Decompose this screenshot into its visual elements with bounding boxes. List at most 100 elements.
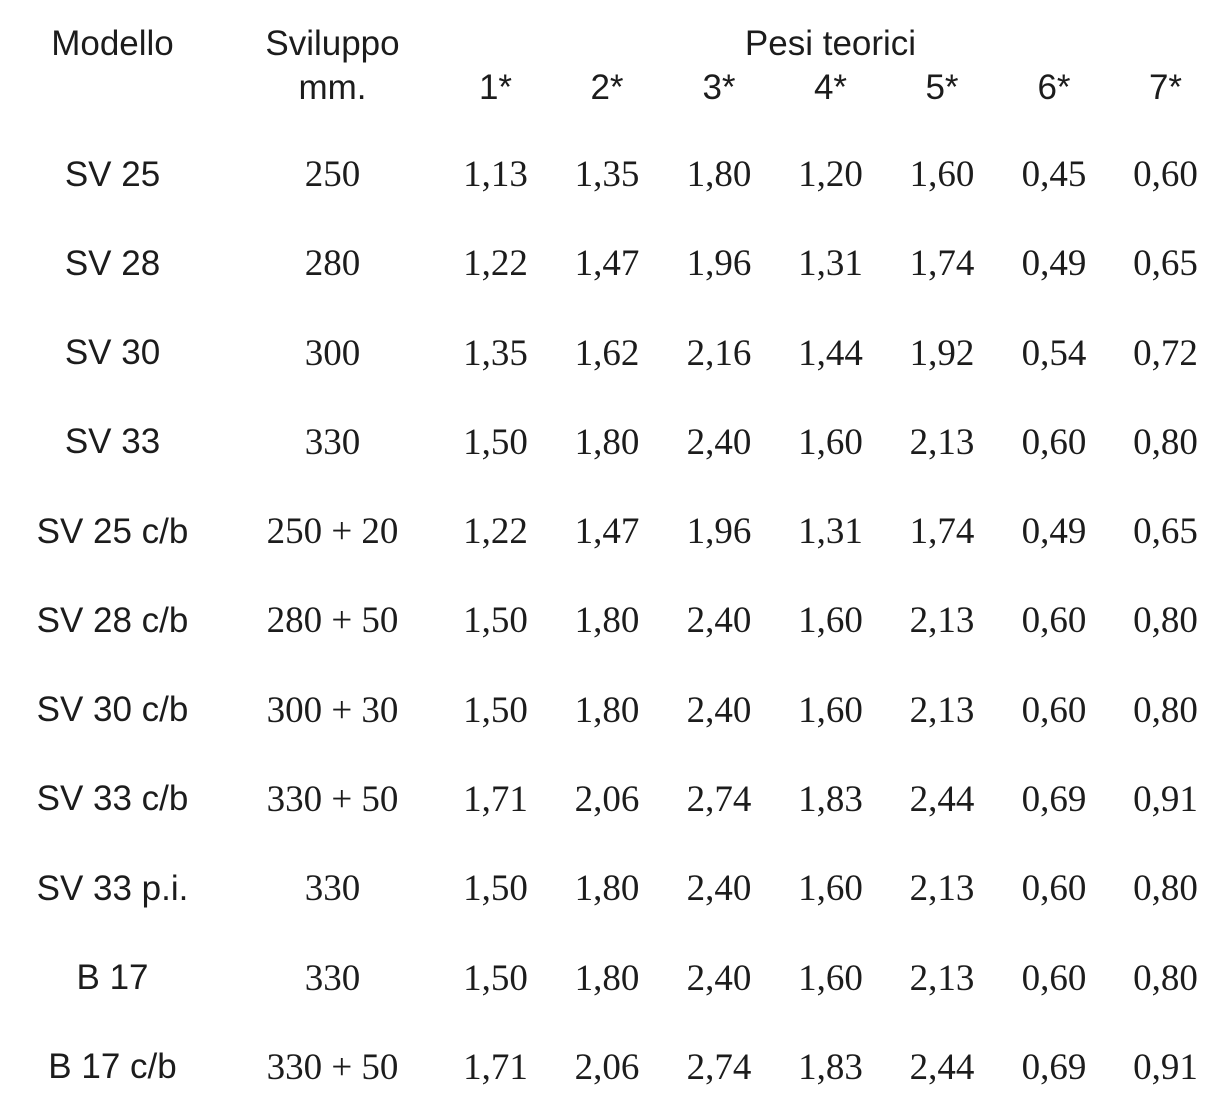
table-row: SV 33 p.i. 330 1,50 1,80 2,40 1,60 2,13 0,60 0,8… (0, 844, 1221, 933)
weight-cell: 0,69 (1021, 1046, 1087, 1088)
weight-cell: 0,80 (1133, 689, 1198, 731)
weight-cell: 0,49 (1021, 511, 1087, 553)
model-cell: SV 33 p.i. (36, 868, 189, 908)
weight-cell: 1,60 (798, 957, 863, 999)
weight-cell: 2,40 (686, 868, 752, 910)
weight-cell: 2,13 (909, 421, 975, 463)
weight-cell: 2,13 (909, 957, 975, 999)
weight-cell: 1,80 (574, 421, 640, 463)
table-row: SV 25 250 1,13 1,35 1,80 1,20 1,60 0,45 0,60 (0, 130, 1221, 219)
header-row-1: Modello Sviluppo Pesi teorici (0, 0, 1221, 64)
weight-cell: 0,49 (1021, 243, 1087, 285)
sviluppo-cell: 330 (304, 868, 361, 910)
weight-cell: 2,13 (909, 600, 975, 642)
weight-cell: 0,45 (1021, 154, 1087, 196)
model-cell: SV 25 c/b (36, 511, 189, 551)
weight-cell: 1,50 (463, 868, 528, 910)
col-header-modello: Modello (51, 24, 174, 63)
col-header-3: 3* (702, 68, 736, 107)
weight-cell: 0,80 (1133, 868, 1198, 910)
weight-cell: 2,40 (686, 421, 752, 463)
weight-cell: 0,60 (1133, 154, 1198, 196)
weight-cell: 2,74 (686, 1046, 752, 1088)
weight-cell: 0,54 (1021, 332, 1087, 374)
table-row: SV 30 300 1,35 1,62 2,16 1,44 1,92 0,54 0,72 (0, 309, 1221, 398)
model-cell: B 17 (76, 958, 149, 998)
sviluppo-cell: 300 + 30 (266, 689, 399, 731)
weight-cell: 1,71 (463, 778, 528, 820)
weight-cell: 0,80 (1133, 600, 1198, 642)
weight-cell: 1,44 (798, 332, 863, 374)
weight-cell: 2,40 (686, 600, 752, 642)
weight-cell: 1,71 (463, 1046, 528, 1088)
weight-cell: 0,60 (1021, 868, 1087, 910)
weight-cell: 0,60 (1021, 421, 1087, 463)
weight-cell: 2,40 (686, 957, 752, 999)
sviluppo-cell: 250 + 20 (266, 511, 399, 553)
model-cell: SV 28 (64, 243, 161, 283)
weight-cell: 1,22 (463, 243, 528, 285)
weight-cell: 1,20 (798, 154, 863, 196)
weight-cell: 2,06 (574, 1046, 640, 1088)
weight-cell: 0,69 (1021, 778, 1087, 820)
sviluppo-cell: 330 + 50 (266, 1046, 399, 1088)
table-row: SV 33 330 1,50 1,80 2,40 1,60 2,13 0,60 0,80 (0, 398, 1221, 487)
weight-cell: 1,80 (574, 868, 640, 910)
table-row: SV 28 c/b 280 + 50 1,50 1,80 2,40 1,60 2,13 0,6… (0, 576, 1221, 665)
weight-cell: 1,96 (686, 243, 752, 285)
sviluppo-cell: 250 (304, 154, 361, 196)
header-row-2: mm. 1* 2* 3* 4* 5* 6* 7* (0, 64, 1221, 130)
sviluppo-cell: 330 (304, 957, 361, 999)
weight-cell: 0,65 (1133, 243, 1198, 285)
model-cell: SV 30 c/b (36, 690, 189, 730)
table-row: SV 33 c/b 330 + 50 1,71 2,06 2,74 1,83 2,44 0,6… (0, 755, 1221, 844)
sviluppo-cell: 300 (304, 332, 361, 374)
weight-cell: 1,74 (909, 243, 975, 285)
col-header-pesi-teorici: Pesi teorici (744, 24, 917, 63)
table-row: B 17 330 1,50 1,80 2,40 1,60 2,13 0,60 0,80 (0, 933, 1221, 1022)
weight-cell: 2,16 (686, 332, 752, 374)
weight-cell: 1,47 (574, 511, 640, 553)
model-cell: SV 33 c/b (36, 779, 189, 819)
table-row: SV 28 280 1,22 1,47 1,96 1,31 1,74 0,49 0,65 (0, 219, 1221, 308)
weight-cell: 1,50 (463, 689, 528, 731)
table-row: SV 25 c/b 250 + 20 1,22 1,47 1,96 1,31 1,74 0,4… (0, 487, 1221, 576)
weight-cell: 1,50 (463, 421, 528, 463)
model-cell: SV 25 (64, 154, 161, 194)
weight-cell: 1,80 (574, 957, 640, 999)
weight-cell: 1,31 (798, 243, 863, 285)
model-cell: B 17 c/b (48, 1047, 177, 1087)
weight-cell: 1,50 (463, 957, 528, 999)
col-header-1: 1* (478, 68, 513, 107)
weight-cell: 1,60 (798, 600, 863, 642)
weight-cell: 1,13 (463, 154, 528, 196)
sviluppo-cell: 330 (304, 421, 361, 463)
col-header-4: 4* (813, 68, 848, 107)
weight-cell: 1,83 (798, 778, 863, 820)
weight-cell: 1,60 (798, 868, 863, 910)
sviluppo-cell: 280 (304, 243, 361, 285)
col-header-2: 2* (590, 68, 624, 107)
weight-cell: 1,31 (798, 511, 863, 553)
weight-cell: 1,92 (909, 332, 975, 374)
weight-cell: 1,83 (798, 1046, 863, 1088)
weight-cell: 1,80 (574, 600, 640, 642)
col-header-5: 5* (925, 68, 959, 107)
weight-cell: 2,44 (909, 778, 975, 820)
weight-cell: 1,22 (463, 511, 528, 553)
weight-cell: 1,47 (574, 243, 640, 285)
weight-cell: 1,62 (574, 332, 640, 374)
weight-cell: 2,13 (909, 868, 975, 910)
weight-cell: 0,60 (1021, 957, 1087, 999)
weight-cell: 0,65 (1133, 511, 1198, 553)
weight-cell: 2,74 (686, 778, 752, 820)
weight-cell: 1,80 (686, 154, 752, 196)
sviluppo-cell: 330 + 50 (266, 778, 399, 820)
weight-cell: 1,80 (574, 689, 640, 731)
weight-cell: 1,35 (574, 154, 640, 196)
col-header-mm: mm. (298, 68, 367, 107)
table-row: SV 30 c/b 300 + 30 1,50 1,80 2,40 1,60 2,13 0,6… (0, 666, 1221, 755)
model-cell: SV 33 (64, 422, 161, 462)
